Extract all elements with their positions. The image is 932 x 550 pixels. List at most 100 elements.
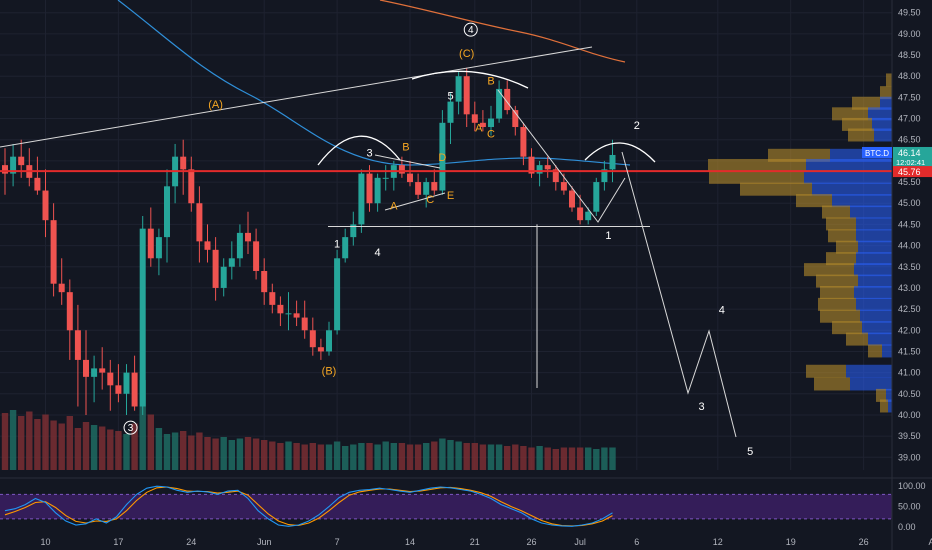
time-tick-label: 19	[786, 537, 796, 547]
volume-bar	[512, 444, 519, 470]
volume-bar	[228, 440, 235, 470]
candle-body[interactable]	[544, 165, 551, 170]
candle-body[interactable]	[374, 177, 381, 204]
wave-label-white: 3	[366, 148, 372, 160]
candle-body[interactable]	[350, 224, 357, 238]
candle-body[interactable]	[34, 177, 41, 191]
profile-bar-blue	[850, 377, 892, 391]
candle-body[interactable]	[536, 165, 543, 174]
candle-body[interactable]	[253, 241, 260, 271]
time-axis[interactable]: 10 17 24 Jun 7 14 21 26 Jul 6 12 19 26 Aug	[40, 537, 932, 547]
candle-body[interactable]	[196, 203, 203, 242]
candle-body[interactable]	[10, 156, 17, 174]
candle-body[interactable]	[188, 169, 195, 204]
profile-bar-blue	[888, 399, 892, 413]
volume-bar	[236, 438, 244, 470]
stoch-rsi-pane[interactable]	[0, 485, 892, 527]
price-axis[interactable]: 39.00 39.50 40.00 40.50 41.00 41.50 42.00 42.50…	[891, 0, 926, 550]
volume-bar	[568, 447, 576, 470]
candle-body[interactable]	[504, 88, 511, 111]
candle-body[interactable]	[155, 237, 162, 259]
candle-body[interactable]	[423, 182, 430, 195]
candle-body[interactable]	[439, 122, 446, 191]
candle-body[interactable]	[609, 154, 616, 170]
candle-body[interactable]	[317, 347, 324, 352]
candle-body[interactable]	[479, 122, 486, 128]
volume-bar	[155, 428, 163, 470]
candle-body[interactable]	[2, 165, 8, 174]
candle-body[interactable]	[115, 385, 122, 394]
stoch-tick-label: 50.00	[898, 502, 921, 512]
candle-body[interactable]	[431, 182, 438, 191]
shoulder-arc-left	[317, 135, 401, 166]
candle-body[interactable]	[212, 249, 219, 288]
candle-body[interactable]	[415, 182, 422, 195]
candle-body[interactable]	[220, 266, 227, 288]
volume-bar	[423, 443, 430, 470]
candle-body[interactable]	[164, 186, 170, 238]
profile-bar-blue	[860, 309, 892, 323]
candle-body[interactable]	[301, 317, 308, 331]
candle-body[interactable]	[293, 313, 300, 318]
volume-bar	[212, 438, 219, 470]
candle-body[interactable]	[309, 330, 316, 348]
candle-body[interactable]	[204, 241, 211, 250]
candle-body[interactable]	[342, 237, 349, 259]
candle-body[interactable]	[131, 372, 138, 407]
candle-body[interactable]	[83, 359, 89, 377]
candle-body[interactable]	[577, 207, 584, 221]
candle-body[interactable]	[18, 156, 25, 166]
candle-body[interactable]	[245, 232, 251, 242]
candle-body[interactable]	[334, 258, 341, 331]
candle-body[interactable]	[496, 88, 503, 119]
candle-body[interactable]	[269, 292, 276, 305]
candle-body[interactable]	[520, 127, 527, 157]
candle-body[interactable]	[585, 211, 592, 221]
candle-body[interactable]	[382, 177, 389, 179]
candle-body[interactable]	[358, 173, 365, 225]
candle-body[interactable]	[593, 182, 600, 212]
line-price-label: 45.76	[898, 167, 921, 177]
candle-body[interactable]	[180, 156, 187, 170]
candle-body[interactable]	[326, 330, 332, 352]
volume-bar	[455, 441, 462, 470]
volume-bar	[34, 419, 41, 470]
candle-body[interactable]	[528, 156, 535, 174]
candle-body[interactable]	[139, 228, 146, 407]
profile-bar-gold	[880, 399, 888, 413]
profile-bar-gold	[816, 274, 858, 288]
candle-body[interactable]	[261, 270, 268, 293]
candle-body[interactable]	[455, 76, 462, 102]
candle-body[interactable]	[512, 110, 519, 128]
candle-body[interactable]	[471, 114, 478, 123]
candle-body[interactable]	[366, 173, 373, 204]
candle-body[interactable]	[277, 304, 284, 314]
candle-body[interactable]	[447, 101, 454, 123]
candle-body[interactable]	[552, 169, 559, 183]
candle-body[interactable]	[58, 283, 65, 293]
candle-body[interactable]	[123, 372, 130, 394]
candle-body[interactable]	[285, 313, 292, 315]
candle-body[interactable]	[463, 76, 470, 115]
candle-body[interactable]	[228, 258, 235, 267]
candle-body[interactable]	[99, 368, 106, 373]
candle-body[interactable]	[107, 372, 114, 386]
candle-body[interactable]	[569, 190, 575, 208]
triangle-lower	[384, 192, 446, 211]
candle-body[interactable]	[236, 232, 243, 259]
candle-body[interactable]	[66, 292, 73, 331]
candle-body[interactable]	[601, 169, 608, 183]
candle-body[interactable]	[42, 190, 49, 221]
candle-body[interactable]	[91, 368, 98, 377]
profile-bar-blue	[846, 364, 892, 378]
candle-body[interactable]	[407, 173, 413, 183]
candle-body[interactable]	[74, 330, 81, 360]
profile-bar-blue	[872, 117, 892, 131]
candle-body[interactable]	[560, 182, 567, 191]
candle-body[interactable]	[398, 165, 405, 174]
candle-body[interactable]	[50, 220, 57, 284]
price-tick-label: 49.50	[898, 8, 921, 18]
candle-body[interactable]	[488, 118, 494, 128]
candle-body[interactable]	[147, 228, 154, 259]
